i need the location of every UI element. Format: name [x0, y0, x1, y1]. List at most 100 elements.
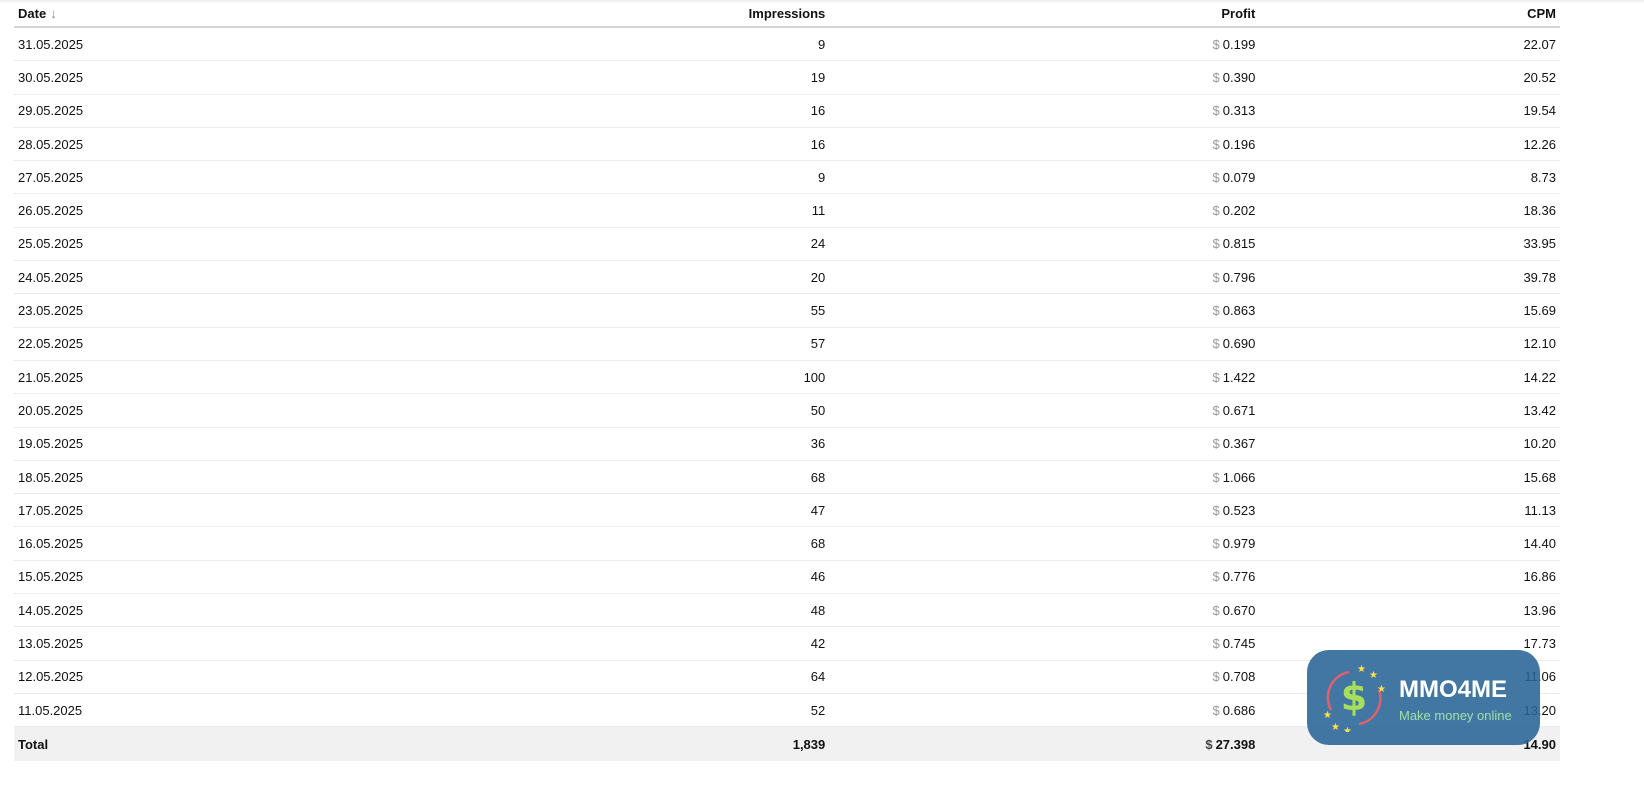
profit-value: 0.863 [1222, 303, 1256, 319]
currency-symbol: $ [1212, 269, 1220, 285]
date-header-label: Date [18, 5, 47, 21]
cell-profit: $0.523 [829, 493, 1260, 528]
profit-value: 0.776 [1222, 569, 1256, 585]
table-row: 25.05.2025 24 $0.815 33.95 [14, 227, 1560, 262]
cell-date: 21.05.2025 [14, 360, 202, 395]
cell-impressions: 46 [202, 560, 830, 595]
cell-date: 22.05.2025 [14, 327, 202, 361]
profit-value: 1.422 [1222, 369, 1256, 385]
statistics-table: Date ↓ Impressions Profit CPM 31.05.2025 9… [14, 0, 1560, 762]
profit-value: 0.708 [1222, 669, 1256, 685]
cell-cpm: 13.42 [1259, 393, 1560, 428]
cell-date: 18.05.2025 [14, 460, 202, 495]
cell-impressions: 9 [202, 160, 830, 195]
cell-cpm: 8.73 [1259, 160, 1560, 195]
cell-date: 12.05.2025 [14, 660, 202, 694]
cell-date: 16.05.2025 [14, 526, 202, 561]
table-row: 28.05.2025 16 $0.196 12.26 [14, 127, 1560, 162]
cell-profit: $1.422 [829, 360, 1260, 395]
cell-cpm: 39.78 [1259, 260, 1560, 295]
watermark-subtitle: Make money online [1399, 708, 1512, 723]
cell-date: 19.05.2025 [14, 427, 202, 461]
cell-cpm: 14.22 [1259, 360, 1560, 395]
svg-text:★: ★ [1343, 726, 1352, 732]
cell-cpm: 19.54 [1259, 94, 1560, 128]
cell-profit: $0.199 [829, 27, 1260, 62]
currency-symbol: $ [1212, 236, 1220, 252]
mmo4me-watermark: $ ★ ★ ★ ★ ★ ★ MMO4ME Make money online [1307, 650, 1540, 745]
cell-impressions: 16 [202, 127, 830, 162]
column-header-cpm[interactable]: CPM [1259, 0, 1560, 28]
cell-impressions: 100 [202, 360, 830, 395]
cell-impressions: 47 [202, 493, 830, 528]
currency-symbol: $ [1212, 103, 1220, 119]
currency-symbol: $ [1212, 402, 1220, 418]
cell-impressions: 9 [202, 27, 830, 62]
currency-symbol: $ [1212, 536, 1220, 552]
currency-symbol: $ [1205, 736, 1213, 752]
table-row: 24.05.2025 20 $0.796 39.78 [14, 260, 1560, 295]
currency-symbol: $ [1212, 136, 1220, 152]
profit-value: 0.079 [1222, 169, 1256, 185]
total-profit: $27.398 [829, 726, 1260, 762]
cell-date: 11.05.2025 [14, 693, 202, 728]
cell-impressions: 68 [202, 460, 830, 495]
cell-cpm: 11.13 [1259, 493, 1560, 528]
cell-profit: $0.979 [829, 526, 1260, 561]
profit-value: 0.796 [1222, 269, 1256, 285]
currency-symbol: $ [1212, 169, 1220, 185]
cell-profit: $0.390 [829, 60, 1260, 95]
cell-impressions: 16 [202, 94, 830, 128]
currency-symbol: $ [1212, 436, 1220, 452]
cell-profit: $0.670 [829, 593, 1260, 628]
profit-value: 0.745 [1222, 635, 1256, 651]
profit-value: 0.199 [1222, 36, 1256, 52]
column-header-profit[interactable]: Profit [829, 0, 1260, 28]
cell-date: 17.05.2025 [14, 493, 202, 528]
cell-impressions: 52 [202, 693, 830, 728]
currency-symbol: $ [1212, 702, 1220, 718]
table-row: 29.05.2025 16 $0.313 19.54 [14, 94, 1560, 128]
table-header-row: Date ↓ Impressions Profit CPM [14, 0, 1560, 28]
cell-profit: $0.686 [829, 693, 1260, 728]
cell-impressions: 48 [202, 593, 830, 628]
profit-value: 0.686 [1222, 702, 1256, 718]
currency-symbol: $ [1212, 502, 1220, 518]
cell-date: 26.05.2025 [14, 193, 202, 228]
cell-impressions: 24 [202, 227, 830, 262]
cell-impressions: 50 [202, 393, 830, 428]
column-header-date[interactable]: Date ↓ [14, 0, 202, 28]
cell-cpm: 14.40 [1259, 526, 1560, 561]
currency-symbol: $ [1212, 303, 1220, 319]
cell-cpm: 33.95 [1259, 227, 1560, 262]
currency-symbol: $ [1212, 569, 1220, 585]
table-row: 17.05.2025 47 $0.523 11.13 [14, 493, 1560, 528]
cell-profit: $0.196 [829, 127, 1260, 162]
currency-symbol: $ [1212, 469, 1220, 485]
cell-profit: $0.863 [829, 293, 1260, 328]
cell-cpm: 10.20 [1259, 427, 1560, 461]
cell-date: 29.05.2025 [14, 94, 202, 128]
cell-profit: $0.313 [829, 94, 1260, 128]
cell-impressions: 55 [202, 293, 830, 328]
currency-symbol: $ [1212, 602, 1220, 618]
profit-value: 0.313 [1222, 103, 1256, 119]
svg-text:★: ★ [1323, 710, 1332, 721]
table-row: 27.05.2025 9 $0.079 8.73 [14, 160, 1560, 195]
svg-text:★: ★ [1331, 722, 1340, 732]
currency-symbol: $ [1212, 635, 1220, 651]
profit-value: 0.979 [1222, 536, 1256, 552]
profit-value: 0.815 [1222, 236, 1256, 252]
cell-cpm: 22.07 [1259, 27, 1560, 62]
svg-text:$: $ [1341, 675, 1367, 719]
currency-symbol: $ [1212, 336, 1220, 352]
cell-impressions: 57 [202, 327, 830, 361]
cell-profit: $0.708 [829, 660, 1260, 694]
cell-date: 20.05.2025 [14, 393, 202, 428]
profit-value: 0.202 [1222, 203, 1256, 219]
profit-value: 0.671 [1222, 402, 1256, 418]
cell-impressions: 64 [202, 660, 830, 694]
cell-cpm: 12.26 [1259, 127, 1560, 162]
column-header-impressions[interactable]: Impressions [202, 0, 830, 28]
cell-date: 15.05.2025 [14, 560, 202, 595]
